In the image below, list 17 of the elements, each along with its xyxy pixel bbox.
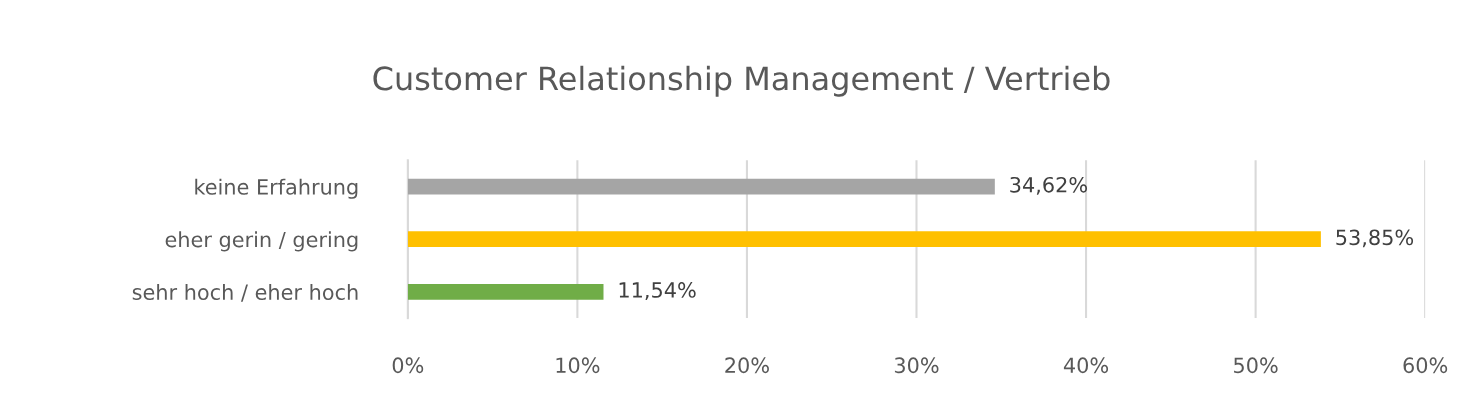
x-tick-label: 0% (392, 357, 424, 374)
y-tick-label: eher gerin / gering (165, 231, 358, 252)
x-tick-label: 30% (894, 357, 939, 374)
x-tick-label: 10% (556, 357, 600, 374)
x-tick-label: 40% (1063, 357, 1109, 374)
x-tick-label: 50% (1234, 357, 1278, 374)
chart-title: Customer Relationship Management / Vertrieb (373, 65, 1110, 97)
bar (407, 231, 1321, 248)
x-tick-label: 20% (725, 357, 769, 374)
data-label: 53,85% (1336, 229, 1414, 248)
y-tick-label: sehr hoch / eher hoch (132, 283, 358, 302)
data-label: 34,62% (1010, 176, 1088, 195)
y-tick-label: keine Erfahrung (195, 178, 358, 199)
x-tick-label: 60% (1403, 357, 1448, 374)
bar (407, 283, 604, 300)
bar (407, 178, 995, 195)
data-label: 11,54% (619, 282, 696, 300)
